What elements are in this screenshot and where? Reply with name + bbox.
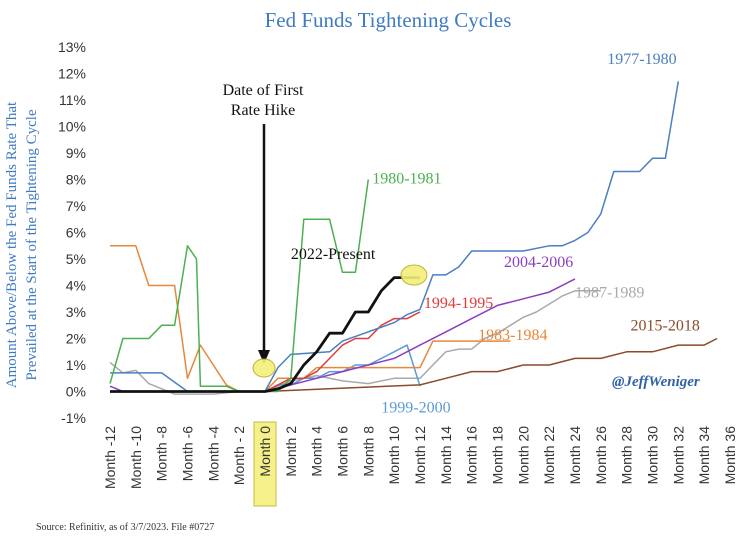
x-tick-label: Month 8 [360,426,376,477]
series-line-2022-Present [110,276,420,393]
x-tick-label: Month -8 [154,426,170,481]
series-line-1987-1989 [109,290,601,395]
y-axis-label-line2: Prevailed at the Start of the Tightening… [24,109,40,381]
x-tick-label: Month - 2 [231,426,247,485]
series-label-2015-2018: 2015-2018 [631,318,700,335]
series-labels: 1977-1980 1980-1981 2022-Present 1994-1995 2… [291,51,700,416]
series-label-2022-Present: 2022-Present [291,246,376,263]
series-line-1977-1980 [110,81,680,393]
source-note: Source: Refinitiv, as of 3/7/2023. File … [36,522,214,533]
annotation-layer: Date of First Rate Hike @JeffWeniger Sou… [36,82,700,533]
x-tick-label: Month 28 [619,426,635,485]
y-tick-label: 7% [66,198,86,214]
x-tick-label: Month 18 [490,426,506,485]
x-tick-label: Month -4 [205,426,221,481]
x-tick-label: Month 16 [464,426,480,485]
series-label-1987-1989: 1987-1989 [575,284,644,301]
x-tick-label: Month 36 [722,426,738,485]
series-label-1983-1984: 1983-1984 [478,327,547,344]
x-tick-label: Month 20 [515,426,531,485]
x-tick-label: Month 14 [438,426,454,485]
x-tick-label: Month 26 [593,426,609,485]
y-tick-label: 2% [66,331,86,347]
y-tick-label: 13% [58,39,86,55]
series-line-1994-1995 [110,311,421,393]
x-tick-label: Month -6 [180,426,196,481]
x-tick-label: Month 22 [541,426,557,485]
y-tick-label: 3% [66,304,86,320]
series-label-1980-1981: 1980-1981 [372,170,441,187]
x-tick-label: Month 32 [670,426,686,485]
y-tick-label: -1% [61,410,86,426]
chart-title: Fed Funds Tightening Cycles [265,8,512,32]
y-tick-label: 4% [66,278,86,294]
series-line-1999-2000 [110,344,421,393]
x-tick-label: Month 12 [412,426,428,485]
y-tick-label: 10% [58,119,86,135]
month-zero-highlight-marker [252,358,276,378]
x-tick-label: Month 4 [309,426,325,477]
x-tick-label: Month 10 [386,426,402,485]
x-tick-label: Month 34 [696,426,712,485]
x-tick-label: Month -10 [128,426,144,489]
first-hike-label-line1: Date of First [223,82,304,99]
series-label-1994-1995: 1994-1995 [424,295,493,312]
x-tick-label: Month -12 [102,426,118,489]
y-axis-label-line1: Amount Above/Below the Fed Funds Rate Th… [4,101,20,388]
y-tick-label: 0% [66,384,86,400]
series-line-2015-2018 [110,337,718,393]
y-tick-label: 1% [66,357,86,373]
x-tick-label: Month 6 [335,426,351,477]
series-label-1999-2000: 1999-2000 [381,400,450,417]
month-zero-tick-highlight [253,421,277,507]
series-label-1977-1980: 1977-1980 [607,51,676,68]
x-tick-label: Month 2 [283,426,299,477]
y-tick-label: 11% [59,92,86,108]
y-tick-label: 5% [66,251,86,267]
series-line-1983-1984 [110,245,511,393]
y-tick-label: 12% [58,66,86,82]
first-hike-arrow-head [258,350,270,364]
x-tick-label: Month 0 [257,426,273,477]
x-axis-ticks: Month -12 Month -10 Month -8 Month -6 Month … [102,421,738,507]
current-point-highlight-marker [400,264,428,286]
series-layer [109,81,718,395]
series-label-2004-2006: 2004-2006 [504,254,573,271]
x-tick-label: Month 24 [567,426,583,485]
y-axis-ticks: -1% 0% 1% 2% 3% 4% 5% 6% 7% 8% 9% 10% 11% 12% 13% [58,39,86,426]
y-tick-label: 8% [66,172,86,188]
y-tick-label: 9% [66,145,86,161]
jeffweniger-handle: @JeffWeniger [612,374,700,390]
first-hike-label-line2: Rate Hike [231,102,295,119]
y-tick-label: 6% [66,225,86,241]
x-tick-label: Month 30 [645,426,661,485]
